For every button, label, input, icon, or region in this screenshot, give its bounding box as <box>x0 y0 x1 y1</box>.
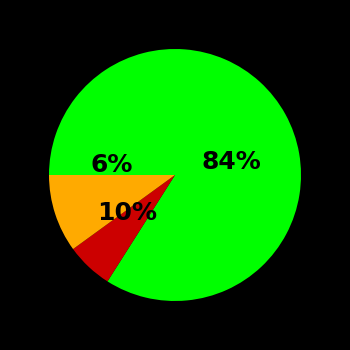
Wedge shape <box>49 49 301 301</box>
Wedge shape <box>73 175 175 281</box>
Wedge shape <box>49 175 175 249</box>
Text: 84%: 84% <box>202 150 261 174</box>
Text: 6%: 6% <box>91 153 133 177</box>
Text: 10%: 10% <box>97 201 157 225</box>
